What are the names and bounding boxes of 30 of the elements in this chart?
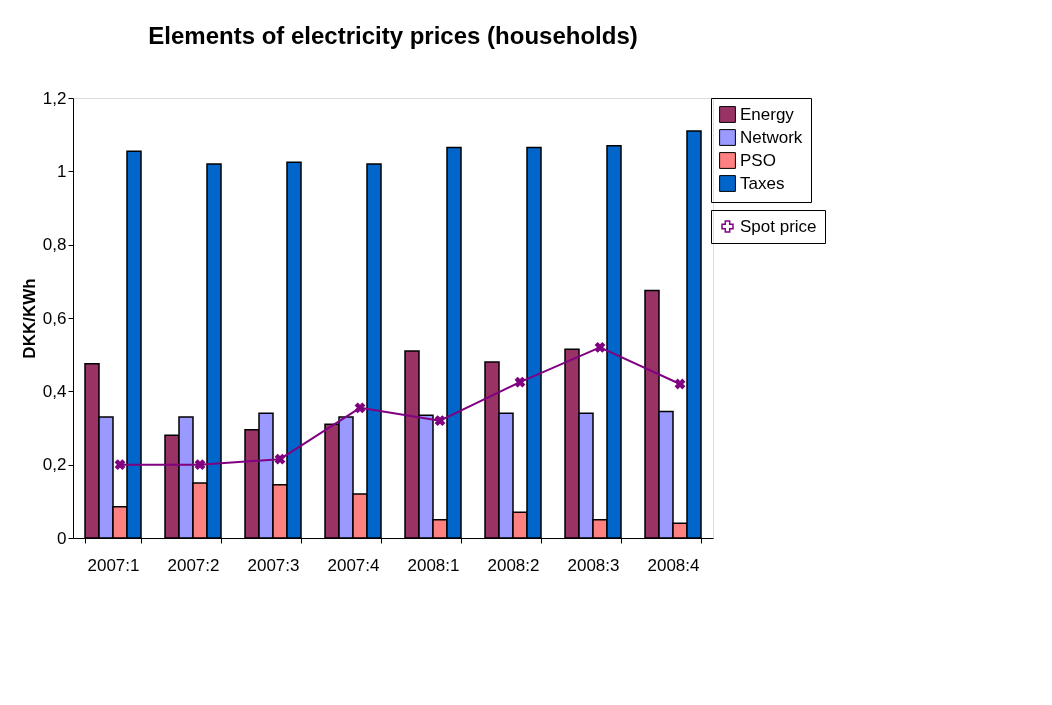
y-tick-label: 1,2	[42, 88, 67, 108]
x-tick-label: 2008:2	[487, 555, 540, 575]
x-tick-label: 2008:1	[407, 555, 460, 575]
point	[274, 453, 286, 465]
chart-title: Elements of electricity prices (households)	[148, 22, 638, 49]
y-tick-label: 0,6	[42, 308, 67, 328]
y-tick-label: 0,4	[42, 381, 67, 401]
point	[594, 341, 606, 353]
legend-label: Spot price	[740, 216, 817, 236]
x-tick-label: 2007:1	[87, 555, 140, 575]
y-tick-label: 0,2	[42, 455, 67, 475]
legend-label: Network	[740, 127, 803, 147]
point	[674, 378, 686, 390]
point	[354, 402, 366, 414]
point	[194, 459, 206, 471]
legend-label: Energy	[740, 104, 795, 124]
x-tick-label: 2007:3	[247, 555, 300, 575]
y-tick-label: 1	[57, 161, 67, 181]
point	[434, 415, 446, 427]
y-axis-title: DKK/KWh	[19, 278, 39, 359]
point	[114, 459, 126, 471]
legend-label: Taxes	[740, 173, 785, 193]
point	[514, 376, 526, 388]
x-tick-label: 2007:4	[327, 555, 380, 575]
x-tick-label: 2007:2	[167, 555, 220, 575]
x-tick-label: 2008:4	[647, 555, 700, 575]
y-tick-label: 0	[57, 528, 67, 548]
x-tick-label: 2008:3	[567, 555, 620, 575]
legend-label: PSO	[740, 150, 776, 170]
y-tick-label: 0,8	[42, 235, 67, 255]
